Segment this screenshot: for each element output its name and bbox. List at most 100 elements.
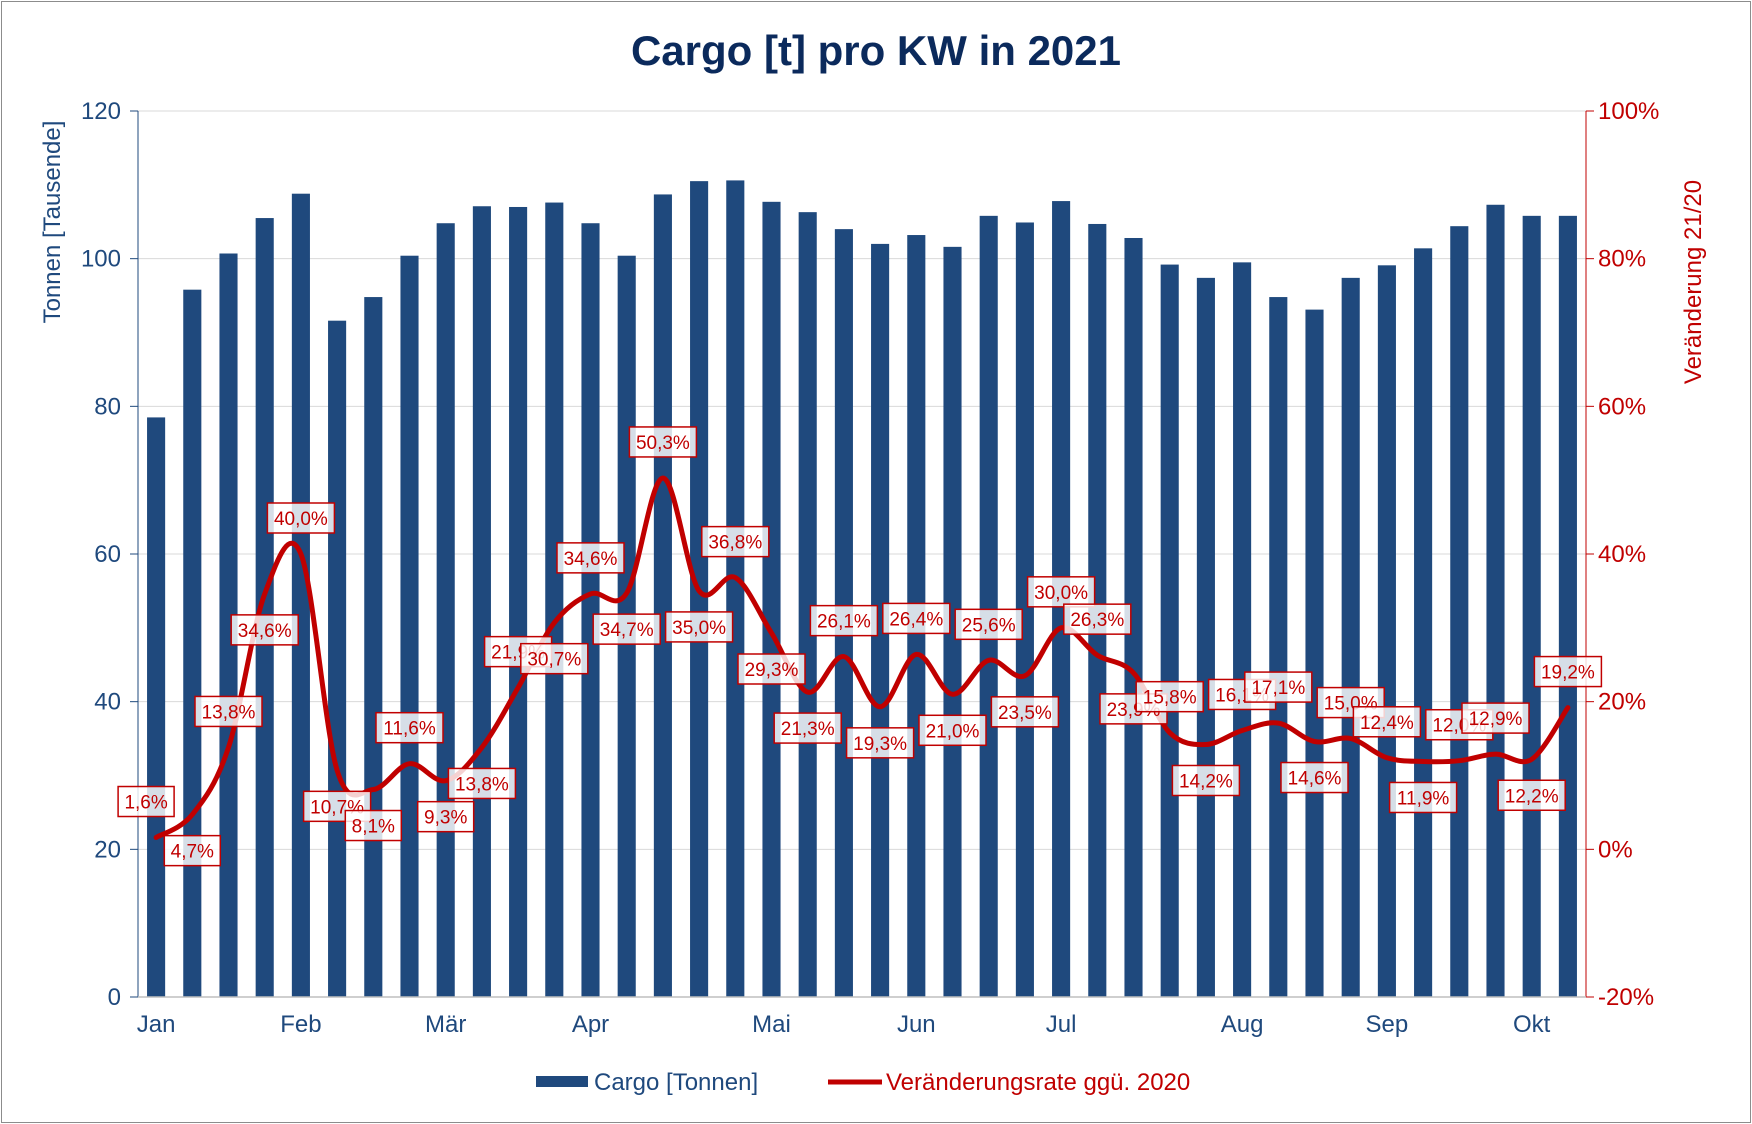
line-data-label: 12,4%	[1352, 706, 1422, 738]
right-tick-label: 80%	[1598, 246, 1646, 273]
line-data-label: 14,2%	[1171, 764, 1241, 797]
cargo-bar	[798, 212, 817, 997]
data-label-text: 19,2%	[1541, 663, 1595, 684]
data-label-box	[375, 711, 444, 744]
line-data-label: 17,1%	[1244, 671, 1313, 703]
x-month-label: Jun	[897, 1011, 936, 1038]
data-label-box	[1171, 764, 1241, 797]
data-label-box	[1461, 702, 1530, 734]
x-month-label: Mär	[425, 1011, 466, 1038]
cargo-bar	[1124, 237, 1143, 997]
cargo-bar	[1377, 265, 1396, 998]
data-label-box	[117, 785, 175, 818]
data-label-text: 15,8%	[1143, 688, 1197, 709]
data-label-text: 8,1%	[352, 817, 395, 838]
data-label-box	[344, 809, 403, 842]
legend-bar-label: Cargo [Tonnen]	[594, 1069, 758, 1096]
data-label-text: 17,1%	[1251, 678, 1305, 699]
data-label-box	[194, 695, 263, 728]
cargo-bar	[509, 206, 528, 997]
right-tick-label: 40%	[1598, 541, 1646, 568]
data-label-text: 34,6%	[564, 549, 618, 570]
data-label-text: 12,4%	[1360, 713, 1414, 734]
cargo-bar	[1558, 215, 1577, 998]
cargo-bar	[1414, 248, 1433, 997]
data-label-text: 29,3%	[745, 660, 799, 681]
data-label-box	[1352, 706, 1422, 738]
left-tick-label: 40	[94, 689, 121, 716]
data-label-text: 1,6%	[124, 793, 167, 814]
chart-title: Cargo [t] pro KW in 2021	[631, 27, 1121, 74]
data-label-text: 12,9%	[1469, 709, 1523, 730]
line-data-label: 29,3%	[737, 653, 806, 685]
data-label-text: 11,9%	[1397, 788, 1450, 809]
data-label-box	[1244, 671, 1313, 703]
data-label-box	[845, 727, 915, 759]
cargo-bar	[472, 206, 491, 997]
data-label-text: 9,3%	[424, 808, 467, 829]
data-label-box	[163, 834, 222, 867]
data-label-text: 40,0%	[274, 509, 328, 530]
data-label-box	[918, 714, 987, 747]
left-tick-label: 120	[81, 98, 121, 125]
line-data-label: 34,6%	[556, 542, 625, 574]
line-data-label: 30,0%	[1026, 576, 1096, 608]
cargo-bar	[1341, 277, 1360, 997]
data-label-text: 21,0%	[926, 721, 980, 742]
cargo-bar	[943, 246, 962, 997]
cargo-bar	[545, 202, 564, 997]
data-label-box	[1026, 576, 1096, 608]
data-label-box	[1280, 761, 1349, 794]
data-label-text: 26,3%	[1070, 610, 1124, 631]
x-month-label: Aug	[1221, 1011, 1264, 1038]
data-label-text: 25,6%	[962, 615, 1016, 636]
data-label-box	[737, 653, 806, 685]
data-label-box	[1388, 781, 1458, 814]
data-label-box	[447, 767, 517, 800]
data-label-box	[1497, 779, 1566, 812]
gridlines	[138, 110, 1586, 998]
data-label-text: 19,3%	[853, 734, 907, 755]
data-label-text: 12,2%	[1505, 786, 1559, 807]
data-label-text: 4,7%	[171, 842, 214, 863]
data-label-text: 23,5%	[998, 703, 1052, 724]
data-label-text: 26,1%	[817, 612, 871, 633]
cargo-bar	[1160, 264, 1179, 997]
right-axis-title: Veränderung 21/20	[1680, 180, 1707, 384]
right-tick-label: -20%	[1598, 984, 1654, 1011]
data-label-box	[230, 614, 299, 646]
left-tick-label: 0	[108, 984, 121, 1011]
cargo-bar	[581, 223, 600, 997]
data-label-box	[520, 642, 589, 675]
line-data-label: 23,5%	[990, 696, 1060, 728]
data-label-box	[1063, 603, 1132, 635]
line-data-label: 12,9%	[1461, 702, 1530, 734]
cargo-bar	[1233, 262, 1252, 997]
line-data-label: 30,7%	[520, 642, 589, 675]
data-label-text: 30,0%	[1034, 583, 1088, 604]
x-month-label: Jan	[137, 1011, 176, 1038]
line-data-label: 35,0%	[664, 611, 734, 643]
data-label-text: 21,3%	[781, 719, 835, 740]
line-data-label: 34,7%	[592, 613, 661, 645]
left-tick-label: 100	[81, 246, 121, 273]
x-axis-month-labels: Jan Feb Mär Apr Mai Jun Jul Aug Sep Okt	[137, 1011, 1551, 1038]
data-label-box	[664, 611, 734, 643]
line-data-label: 21,3%	[773, 712, 842, 744]
cargo-bar	[1015, 222, 1034, 997]
cargo-bar	[762, 201, 781, 997]
cargo-bar	[147, 417, 166, 997]
left-tick-label: 80	[94, 393, 121, 420]
data-label-box	[954, 608, 1023, 641]
line-data-label: 9,3%	[416, 800, 475, 833]
cargo-bar	[871, 243, 890, 997]
line-data-label: 25,6%	[954, 608, 1023, 641]
x-month-label: Feb	[280, 1011, 321, 1038]
data-label-box	[701, 525, 770, 558]
x-month-label: Sep	[1366, 1011, 1409, 1038]
line-data-label: 26,4%	[882, 602, 951, 635]
cargo-bar	[328, 320, 347, 998]
line-data-label: 11,6%	[375, 711, 444, 744]
